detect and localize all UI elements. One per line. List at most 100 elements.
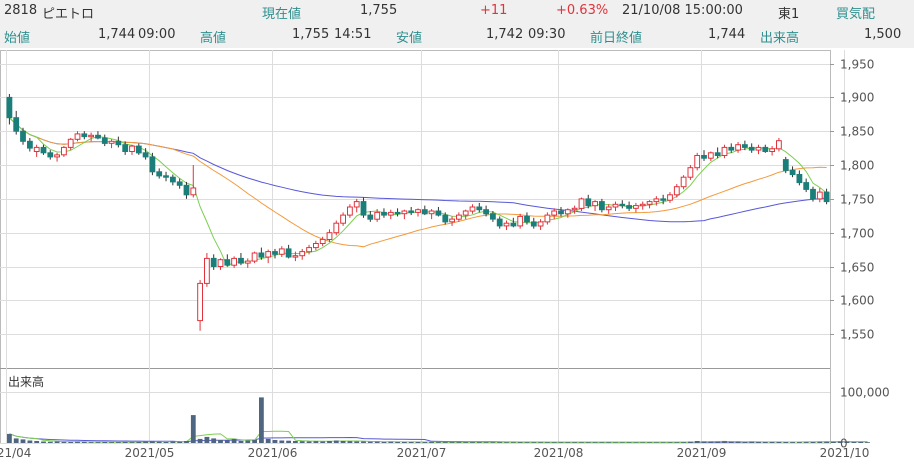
volume-bar: [177, 441, 183, 443]
volume-bar: [381, 442, 387, 443]
volume-bar: [647, 442, 652, 443]
candle-down: [762, 146, 769, 153]
candle-up: [347, 206, 353, 216]
volume-bar: [667, 442, 673, 443]
candle-down: [360, 201, 367, 216]
candle-up: [673, 186, 680, 196]
price-change: +11: [480, 3, 508, 18]
volume-bar: [190, 415, 196, 443]
volume-bar: [408, 442, 414, 443]
candle-up: [816, 191, 823, 200]
candle-down: [742, 144, 748, 148]
candle-down: [13, 117, 20, 132]
volume-bar: [265, 438, 271, 443]
date-tick-label: 2021/09: [677, 446, 727, 460]
volume-bar: [599, 442, 605, 443]
volume-bar: [320, 441, 326, 443]
volume-bar: [54, 441, 60, 443]
candle-down: [101, 137, 108, 144]
volume-bar: [517, 442, 523, 443]
volume-bar: [75, 441, 80, 443]
candle-down: [258, 252, 265, 258]
date-tick-label: 2021/07: [397, 446, 447, 460]
volume-panel-label: 出来高: [8, 374, 44, 389]
date-tick-label: 2021/06: [248, 446, 298, 460]
candle-up: [54, 154, 61, 158]
low-value: 1,742: [486, 27, 524, 42]
volume-bar: [184, 441, 189, 443]
volume-bar: [347, 441, 353, 443]
candle-down: [626, 205, 633, 209]
candle-down: [585, 198, 592, 207]
volume-bar: [851, 442, 857, 443]
volume-bar: [20, 439, 26, 443]
candle-up: [721, 146, 728, 157]
candle-down: [210, 257, 217, 267]
volume-bar: [463, 442, 469, 443]
volume-bar: [252, 440, 257, 443]
quote-header-row-1: 2818 ピエトロ 現在値 1,755 +11 +0.63% 21/10/08 …: [0, 0, 914, 24]
volume-bar: [211, 438, 217, 443]
candle-down: [476, 206, 483, 211]
volume-bar: [395, 442, 400, 443]
volume-bar: [41, 441, 46, 443]
candle-up: [374, 211, 381, 220]
candle-up: [544, 214, 551, 223]
price-tick-label: 1,650: [840, 261, 874, 275]
candle-down: [510, 222, 517, 227]
candle-up: [333, 222, 340, 234]
volume-bar: [701, 441, 707, 443]
candle-up: [687, 167, 694, 178]
volume-bar: [858, 442, 864, 443]
candle-down: [810, 188, 816, 200]
prev-close-value: 1,744: [708, 27, 746, 42]
candle-up: [571, 207, 578, 211]
volume-bar: [565, 442, 571, 443]
plot-frame: [0, 50, 831, 444]
volume-bar: [422, 442, 428, 443]
chart-axes: 1,950 1,900 1,850 1,800 1,750 1,700 1,650 1,600…: [0, 58, 890, 461]
prev-close-label: 前日終値: [590, 31, 643, 46]
candle-down: [224, 259, 231, 266]
volume-bar: [204, 436, 210, 443]
price-tick-label: 1,700: [840, 227, 874, 241]
candle-down: [149, 156, 156, 173]
candle-down: [442, 214, 449, 223]
volume-bar: [674, 442, 680, 443]
volume-bar: [613, 442, 618, 443]
high-value: 1,755: [292, 27, 330, 42]
price-tick-label: 1,850: [840, 125, 874, 139]
volume-bar: [817, 441, 823, 443]
candle-up: [190, 187, 197, 196]
candle-up: [551, 210, 558, 216]
candle-down: [285, 248, 292, 258]
candle-down: [40, 146, 47, 154]
volume-bar: [306, 441, 312, 443]
volume-bar: [218, 440, 223, 443]
volume-bar: [824, 441, 829, 443]
candle-up: [639, 203, 646, 207]
moving-average-lines: [9, 117, 868, 443]
volume-bar: [197, 438, 203, 443]
volume-bar: [150, 441, 155, 443]
volume-bar: [776, 442, 782, 443]
price-change-pct: +0.63%: [556, 3, 609, 18]
volume-bar: [170, 441, 176, 443]
volume-bar: [340, 441, 346, 443]
candle-up: [217, 259, 224, 267]
candle-up: [469, 206, 476, 212]
volume-bar: [415, 442, 421, 443]
volume-bar: [129, 442, 135, 443]
candle-down: [530, 221, 537, 227]
volume-bar: [143, 441, 148, 443]
candle-up: [769, 148, 776, 153]
volume-bar: [238, 441, 244, 443]
bid-ask-link[interactable]: 買気配: [836, 7, 876, 22]
candle-up: [694, 155, 701, 169]
candle-up: [415, 209, 421, 213]
candle-up: [129, 145, 135, 152]
candle-up: [537, 221, 544, 227]
candle-up: [313, 243, 319, 249]
candle-down: [163, 175, 169, 178]
volume-bar: [797, 442, 802, 443]
